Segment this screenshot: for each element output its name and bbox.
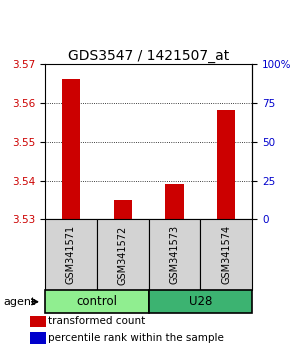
Text: transformed count: transformed count: [48, 316, 146, 326]
Text: GSM341572: GSM341572: [118, 225, 128, 285]
Bar: [166, 184, 184, 219]
Bar: [45, 219, 97, 290]
Text: GSM341574: GSM341574: [221, 225, 231, 285]
Bar: [30, 316, 46, 327]
Bar: [148, 219, 200, 290]
Bar: [62, 79, 80, 219]
Text: GSM341573: GSM341573: [170, 225, 180, 285]
Title: GDS3547 / 1421507_at: GDS3547 / 1421507_at: [68, 49, 229, 63]
Bar: [148, 290, 252, 313]
Text: GSM341571: GSM341571: [66, 225, 76, 285]
Bar: [30, 332, 46, 344]
Text: agent: agent: [3, 297, 35, 307]
Text: U28: U28: [189, 295, 212, 308]
Text: percentile rank within the sample: percentile rank within the sample: [48, 333, 224, 343]
Bar: [97, 219, 148, 290]
Bar: [200, 219, 252, 290]
Bar: [45, 290, 148, 313]
Text: control: control: [76, 295, 117, 308]
Bar: [217, 110, 235, 219]
Bar: [114, 200, 132, 219]
